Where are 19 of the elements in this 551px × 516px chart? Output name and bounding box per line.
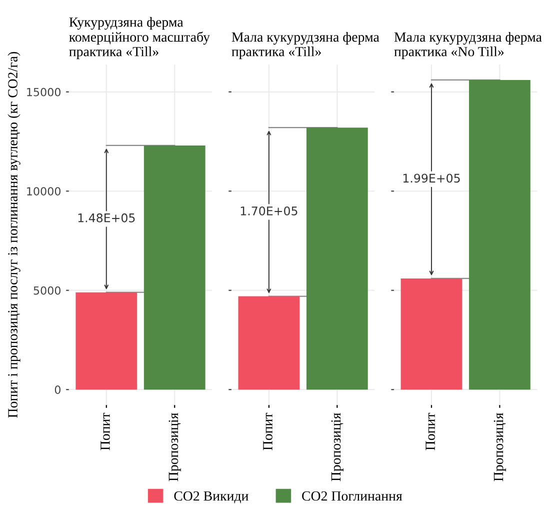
chart-title: Кукурудзяна ферма комерційного масштабу практика «Till» [69,17,210,60]
x-tick-label: Пропозиція [331,412,344,482]
legend-label: CO2 Викиди [174,491,248,504]
x-tick-label: Пропозиція [494,412,506,482]
y-tick-label: 15000 [27,88,60,96]
x-tick-label: Попит [426,412,435,450]
chart-title: Мала кукурудзяна ферма практика «No Till» [394,32,542,60]
chart-title: Мала кукурудзяна ферма практика «Till» [232,32,380,60]
x-tick-label: Пропозиція [168,412,181,482]
annotation: 1.70E+05 [240,206,298,216]
legend-label: CO2 Поглинання [302,491,402,501]
y-tick-label: 10000 [27,187,60,196]
y-tick-label: 0 [54,386,60,394]
annotation: 1.48E+05 [78,213,135,222]
y-tick-label: 5000 [34,286,60,295]
x-tick-label: Попит [100,412,110,450]
y-axis-title: Попит і пропозиція послуг із поглинання вуглецю (кг CO2/га) [8,52,20,418]
annotation: 1.99E+05 [403,174,460,183]
x-tick-label: Попит [263,412,272,450]
